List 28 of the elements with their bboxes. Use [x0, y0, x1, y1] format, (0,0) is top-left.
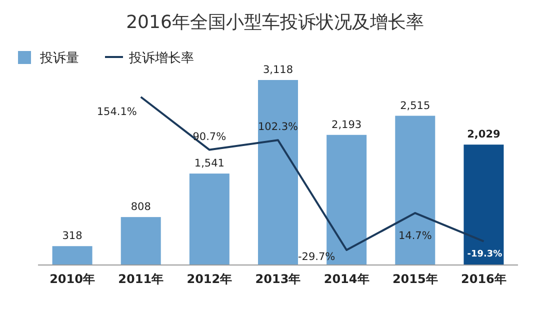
- bar: [395, 116, 436, 265]
- data-label: 808: [130, 201, 151, 214]
- bar: [120, 217, 161, 265]
- x-tick-label: 2011年: [118, 272, 164, 286]
- data-label: 1,541: [194, 158, 224, 170]
- x-tick-label: 2012年: [186, 272, 232, 286]
- data-label: 2,029: [467, 128, 500, 141]
- data-label: 154.1%: [96, 106, 137, 118]
- chart-title: 2016年全国小型车投诉状况及增长率: [126, 12, 424, 33]
- bar: [52, 246, 92, 265]
- data-label: -19.3%: [467, 249, 502, 260]
- data-label: 102.3%: [258, 121, 298, 134]
- x-tick-label: 2016年: [461, 272, 506, 286]
- data-label: 90.7%: [192, 130, 226, 143]
- x-tick-label: 2013年: [255, 272, 301, 286]
- x-tick-label: 2010年: [50, 272, 95, 286]
- data-label: 318: [62, 230, 82, 242]
- data-label: 14.7%: [398, 230, 432, 242]
- data-label: 3,118: [262, 64, 294, 76]
- legend-label: 投诉增长率: [128, 50, 194, 66]
- bar: [189, 174, 230, 265]
- legend-label: 投诉量: [39, 51, 79, 66]
- x-tick-label: 2014年: [324, 272, 370, 286]
- data-label: 2,193: [332, 118, 362, 131]
- data-label: 2,515: [400, 100, 430, 112]
- x-tick-label: 2015年: [392, 272, 438, 286]
- bar: [464, 144, 504, 265]
- bar: [258, 80, 298, 265]
